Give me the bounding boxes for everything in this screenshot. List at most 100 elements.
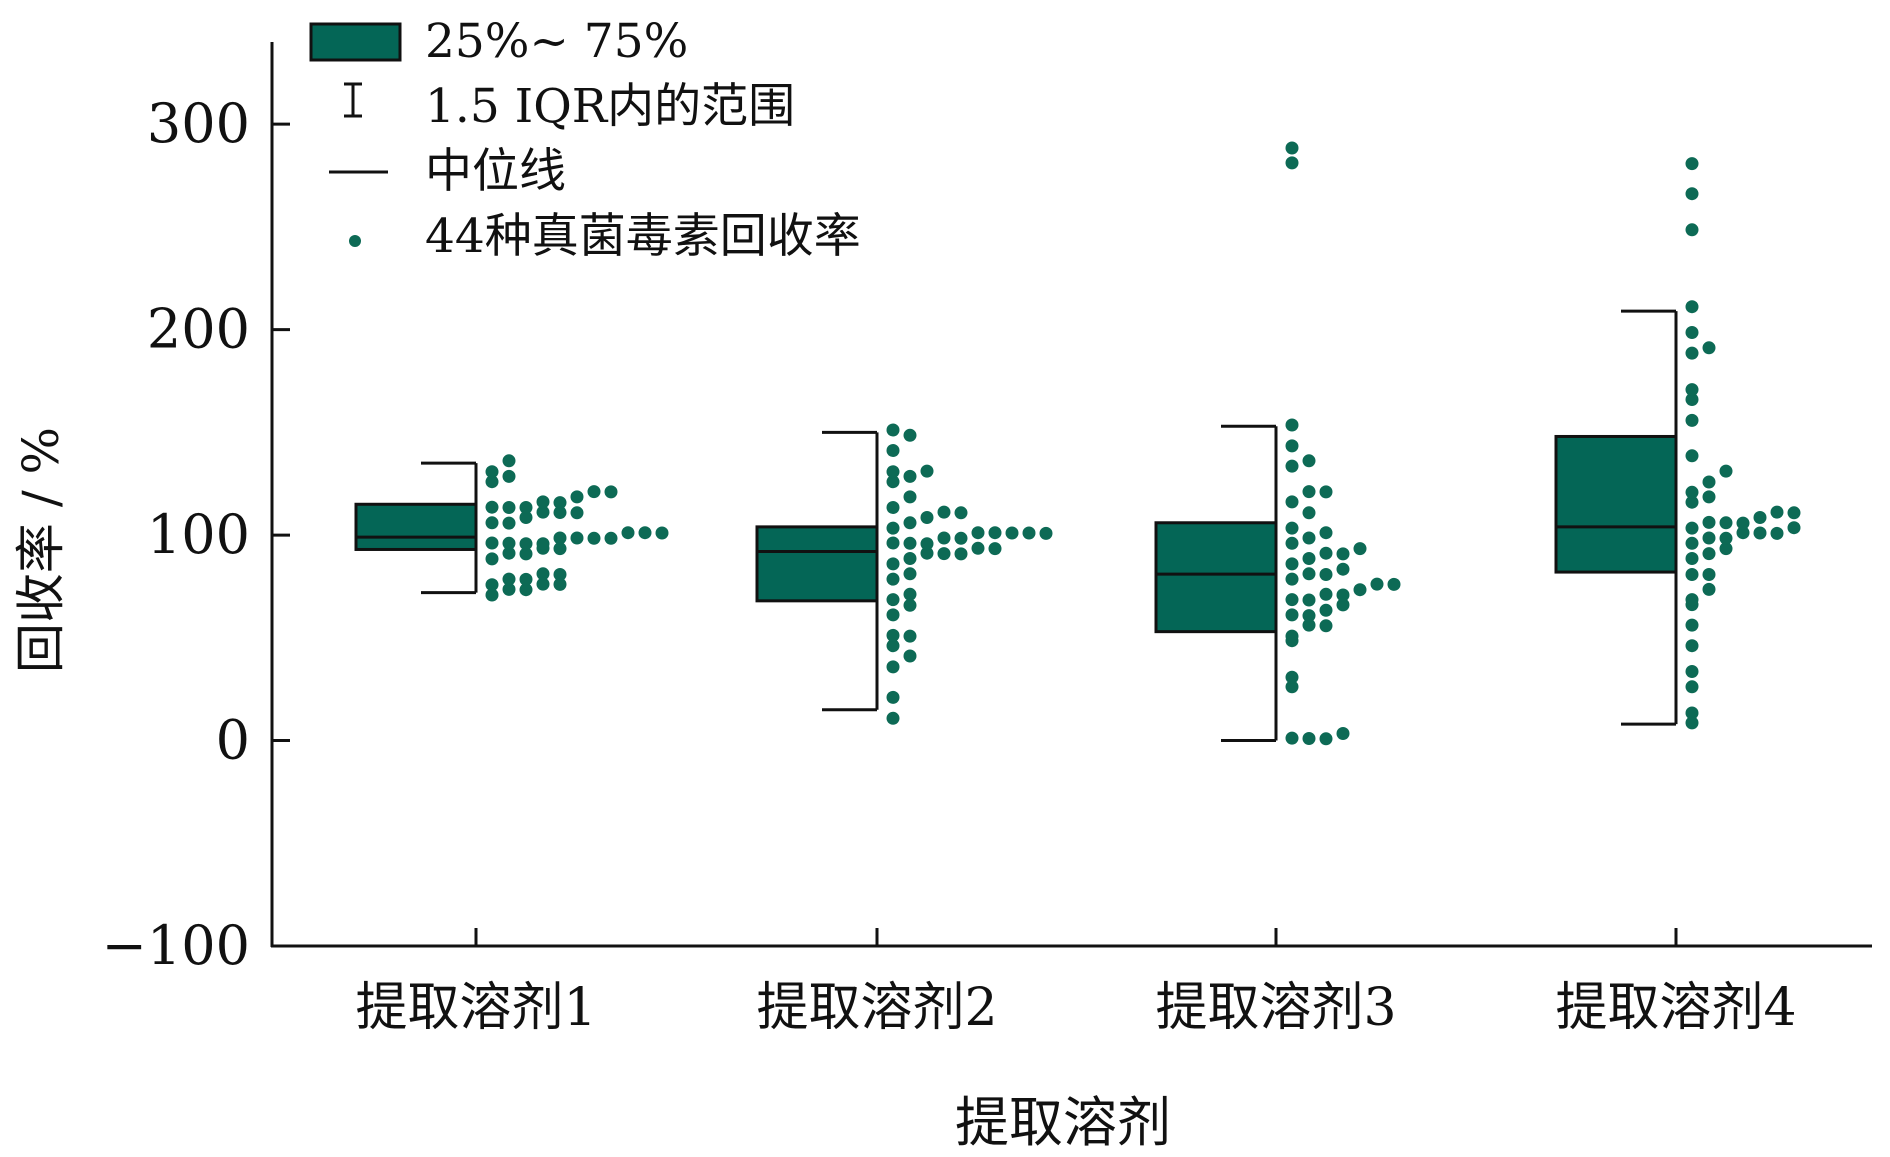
data-point bbox=[1302, 618, 1316, 632]
data-point bbox=[1285, 156, 1299, 170]
data-point bbox=[1285, 731, 1299, 745]
data-point bbox=[1702, 475, 1716, 489]
data-point bbox=[1685, 521, 1699, 535]
data-point bbox=[886, 628, 900, 642]
data-point bbox=[553, 506, 567, 519]
data-point bbox=[886, 690, 900, 704]
data-point bbox=[1770, 505, 1784, 519]
data-point bbox=[988, 526, 1002, 540]
data-point bbox=[1685, 223, 1699, 237]
data-point bbox=[1285, 608, 1299, 622]
data-point bbox=[1285, 572, 1299, 586]
data-point bbox=[937, 547, 951, 561]
y-axis-title: 回收率 / % bbox=[12, 427, 70, 673]
data-point bbox=[1319, 526, 1333, 540]
data-point bbox=[1005, 526, 1019, 540]
data-point bbox=[1285, 670, 1299, 684]
point-icon bbox=[349, 235, 361, 247]
data-point bbox=[1387, 577, 1401, 591]
y-tick-label: 0 bbox=[216, 709, 250, 772]
data-point bbox=[1302, 552, 1316, 565]
data-point bbox=[1302, 567, 1316, 581]
data-point bbox=[937, 531, 951, 545]
data-point bbox=[604, 531, 618, 545]
data-point bbox=[1285, 521, 1299, 535]
y-tick-label: 300 bbox=[147, 92, 250, 155]
data-point bbox=[1685, 393, 1699, 406]
data-point bbox=[903, 469, 917, 483]
data-point bbox=[1022, 526, 1036, 540]
data-point bbox=[1302, 506, 1316, 520]
data-point bbox=[903, 598, 917, 612]
box-4 bbox=[1554, 309, 1678, 726]
data-point bbox=[903, 536, 917, 550]
points-group-1 bbox=[485, 454, 669, 602]
data-point bbox=[1319, 485, 1333, 499]
data-point bbox=[519, 501, 533, 514]
data-point bbox=[485, 516, 499, 530]
points-group-3 bbox=[1285, 141, 1401, 746]
data-point bbox=[920, 546, 934, 560]
data-point bbox=[1285, 418, 1299, 432]
data-point bbox=[1302, 454, 1316, 468]
data-point bbox=[1685, 413, 1699, 427]
data-point bbox=[920, 511, 934, 524]
x-axis-title: 提取溶剂 bbox=[955, 1091, 1171, 1154]
data-point bbox=[502, 536, 516, 550]
data-point bbox=[1370, 577, 1384, 591]
data-point bbox=[937, 505, 951, 519]
data-point bbox=[621, 526, 635, 540]
data-point bbox=[485, 552, 499, 566]
data-point bbox=[886, 444, 900, 457]
data-point bbox=[1685, 300, 1699, 314]
data-point bbox=[903, 587, 917, 601]
data-point bbox=[502, 469, 516, 483]
data-point bbox=[1702, 582, 1716, 596]
points-group-4 bbox=[1685, 157, 1801, 730]
data-point bbox=[536, 537, 550, 551]
data-point bbox=[1319, 587, 1333, 601]
data-point bbox=[988, 542, 1002, 556]
data-point bbox=[1719, 464, 1733, 478]
data-point bbox=[1285, 680, 1299, 694]
data-point bbox=[485, 578, 499, 592]
data-point bbox=[1685, 157, 1699, 171]
data-point bbox=[1285, 141, 1299, 155]
legend: 25%~ 75% 1.5 IQR内的范围 中位线 44种真菌毒素回收率 bbox=[309, 14, 861, 264]
data-point bbox=[1736, 516, 1750, 530]
data-point bbox=[1685, 346, 1699, 360]
data-point bbox=[886, 557, 900, 571]
iqr-box bbox=[1554, 434, 1678, 574]
data-point bbox=[1685, 680, 1699, 694]
data-point bbox=[587, 485, 601, 499]
data-point bbox=[886, 711, 900, 725]
data-point bbox=[536, 577, 550, 591]
data-point bbox=[519, 572, 533, 586]
data-point bbox=[1702, 568, 1716, 581]
data-point bbox=[1302, 593, 1316, 607]
y-tick-label: 100 bbox=[147, 503, 250, 566]
data-point bbox=[604, 485, 618, 499]
data-point bbox=[553, 531, 567, 545]
data-point bbox=[1702, 341, 1716, 355]
legend-label-whisker: 1.5 IQR内的范围 bbox=[425, 79, 795, 134]
data-point bbox=[1787, 506, 1801, 520]
data-point bbox=[1336, 598, 1350, 612]
data-point bbox=[1685, 716, 1699, 730]
data-point bbox=[502, 516, 516, 530]
data-point bbox=[1702, 547, 1716, 561]
data-point bbox=[1319, 568, 1333, 581]
data-point bbox=[502, 582, 516, 596]
data-point bbox=[1302, 531, 1316, 545]
data-point bbox=[1685, 485, 1699, 499]
legend-label-median: 中位线 bbox=[425, 144, 566, 199]
data-point bbox=[903, 649, 917, 663]
data-point bbox=[1685, 536, 1699, 550]
data-point bbox=[1302, 609, 1316, 623]
data-point bbox=[886, 536, 900, 550]
data-point bbox=[638, 526, 652, 540]
data-point bbox=[519, 547, 533, 561]
data-point bbox=[1685, 383, 1699, 397]
